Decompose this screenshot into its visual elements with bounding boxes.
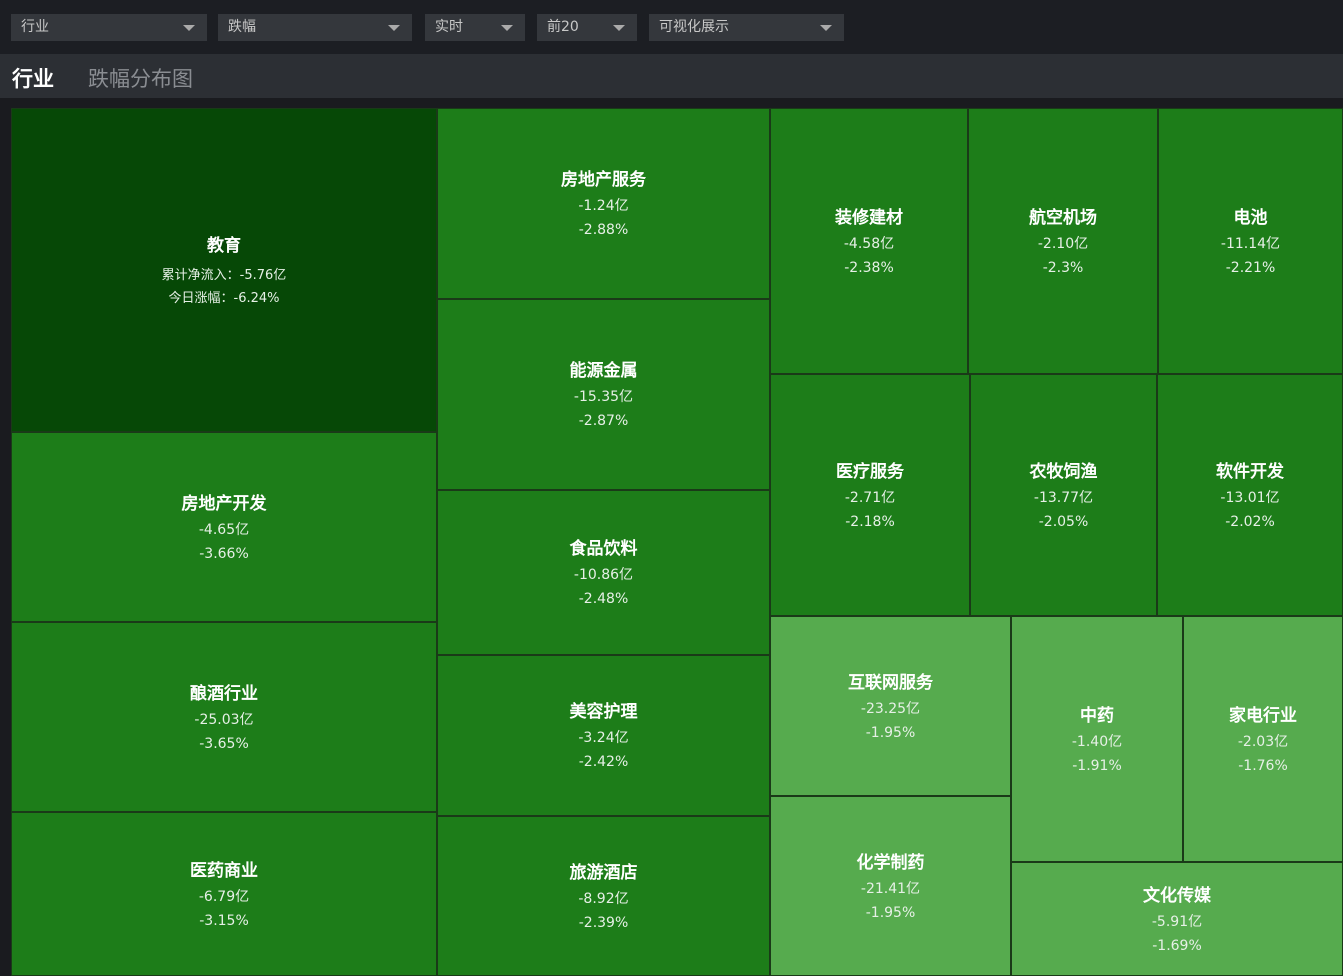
tile-name: 酿酒行业 <box>190 683 258 704</box>
tile-flow: -6.79亿 <box>198 888 250 905</box>
tile-flow: -4.65亿 <box>198 521 250 538</box>
dropdown[interactable]: 前20 <box>537 14 637 41</box>
tile-name: 家电行业 <box>1229 705 1297 726</box>
tile-change: -2.18% <box>845 513 895 530</box>
tile-flow: -8.92亿 <box>578 890 629 907</box>
tile-flow: -21.41亿 <box>860 880 921 897</box>
tile-flow: -1.24亿 <box>578 198 629 214</box>
tile-name: 美容护理 <box>569 702 638 722</box>
treemap-tile[interactable]: 医疗服务 -2.71亿 -2.18% <box>770 374 970 616</box>
treemap-tile[interactable]: 化学制药 -21.41亿 -1.95% <box>770 796 1011 976</box>
dropdown[interactable]: 实时 <box>425 14 525 41</box>
tile-name: 房地产服务 <box>561 170 646 190</box>
tile-name: 软件开发 <box>1216 461 1284 482</box>
tile-name: 化学制药 <box>856 852 925 873</box>
tile-change: -2.42% <box>578 754 629 770</box>
tile-change: -3.65% <box>199 735 249 752</box>
tile-change: -2.39% <box>578 914 629 931</box>
treemap-tile[interactable]: 电池 -11.14亿 -2.21% <box>1158 108 1343 374</box>
tile-name: 食品饮料 <box>569 539 638 559</box>
tile-change: -1.76% <box>1238 757 1288 774</box>
tile-change: -1.95% <box>865 904 916 921</box>
dropdown[interactable]: 行业 <box>11 14 207 41</box>
treemap-tile[interactable]: 能源金属 -15.35亿 -2.87% <box>437 299 770 490</box>
tile-name: 旅游酒店 <box>569 862 638 883</box>
treemap: 教育累计净流入：-5.76亿 今日涨幅：-6.24% 房地产开发 -4.65亿 -3.6… <box>0 98 1343 976</box>
tile-flow: 累计净流入：-5.76亿 <box>161 267 287 283</box>
treemap-tile[interactable]: 酿酒行业 -25.03亿 -3.65% <box>11 622 437 812</box>
tile-name: 互联网服务 <box>848 672 933 693</box>
tile-change: -2.87% <box>578 413 629 429</box>
treemap-tile[interactable]: 文化传媒 -5.91亿 -1.69% <box>1011 862 1343 976</box>
tile-flow: -3.24亿 <box>578 730 629 746</box>
treemap-tile[interactable]: 航空机场 -2.10亿 -2.3% <box>968 108 1158 374</box>
tile-name: 教育 <box>207 235 241 256</box>
treemap-tile[interactable]: 房地产服务 -1.24亿 -2.88% <box>437 108 770 299</box>
treemap-tile[interactable]: 装修建材 -4.58亿 -2.38% <box>770 108 968 374</box>
tile-name: 航空机场 <box>1029 207 1097 228</box>
tile-flow: -13.01亿 <box>1220 489 1280 506</box>
tile-change: -2.48% <box>578 591 629 607</box>
treemap-tile[interactable]: 美容护理 -3.24亿 -2.42% <box>437 655 770 816</box>
dropdown[interactable]: 跌幅 <box>218 14 412 41</box>
tile-flow: -13.77亿 <box>1033 489 1094 506</box>
tile-change: -2.05% <box>1038 513 1089 530</box>
treemap-tile[interactable]: 医药商业 -6.79亿 -3.15% <box>11 812 437 976</box>
tab-bar: 行业 跌幅分布图 <box>0 54 1343 98</box>
tile-name: 文化传媒 <box>1143 885 1211 906</box>
dropdown[interactable]: 可视化展示 <box>649 14 844 41</box>
tile-change: -2.38% <box>844 259 894 276</box>
tile-change: -2.21% <box>1225 259 1276 276</box>
tile-name: 中药 <box>1080 705 1114 726</box>
tile-change: -3.66% <box>199 545 249 562</box>
tile-flow: -11.14亿 <box>1220 235 1281 252</box>
tile-change: -2.3% <box>1042 259 1084 276</box>
toolbar: 行业 跌幅 实时 前20 可视化展示 <box>0 0 1343 54</box>
treemap-tile[interactable]: 软件开发 -13.01亿 -2.02% <box>1157 374 1343 616</box>
treemap-tile[interactable]: 旅游酒店 -8.92亿 -2.39% <box>437 816 770 976</box>
tile-flow: -10.86亿 <box>573 567 634 583</box>
tile-flow: -15.35亿 <box>573 389 634 405</box>
tile-flow: -2.10亿 <box>1037 235 1089 252</box>
tile-name: 医疗服务 <box>836 461 904 482</box>
tile-flow: -5.91亿 <box>1151 913 1203 930</box>
tile-name: 电池 <box>1233 207 1268 228</box>
treemap-tile[interactable]: 房地产开发 -4.65亿 -3.66% <box>11 432 437 622</box>
treemap-tile[interactable]: 家电行业 -2.03亿 -1.76% <box>1183 616 1343 862</box>
tile-change: -2.02% <box>1225 513 1275 530</box>
tile-name: 农牧饲渔 <box>1029 461 1098 482</box>
tile-name: 房地产开发 <box>181 493 267 514</box>
tile-change: 今日涨幅：-6.24% <box>168 290 280 306</box>
tile-flow: -2.03亿 <box>1237 733 1289 750</box>
treemap-tile[interactable]: 农牧饲渔 -13.77亿 -2.05% <box>970 374 1157 616</box>
tile-name: 医药商业 <box>190 860 258 881</box>
tab[interactable]: 跌幅分布图 <box>88 67 193 91</box>
treemap-tile[interactable]: 中药 -1.40亿 -1.91% <box>1011 616 1183 862</box>
treemap-tile[interactable]: 教育累计净流入：-5.76亿 今日涨幅：-6.24% <box>11 108 437 432</box>
treemap-tile[interactable]: 食品饮料 -10.86亿 -2.48% <box>437 490 770 655</box>
tab[interactable]: 行业 <box>12 67 54 91</box>
tile-flow: -4.58亿 <box>843 235 895 252</box>
treemap-tile[interactable]: 互联网服务 -23.25亿 -1.95% <box>770 616 1011 796</box>
tile-change: -2.88% <box>578 222 629 238</box>
tile-flow: -2.71亿 <box>844 489 896 506</box>
tile-flow: -25.03亿 <box>194 711 254 728</box>
tile-change: -1.95% <box>865 724 916 741</box>
tile-flow: -1.40亿 <box>1071 733 1123 750</box>
tile-name: 装修建材 <box>835 207 903 228</box>
tile-change: -1.69% <box>1152 937 1202 954</box>
tile-name: 能源金属 <box>569 361 638 381</box>
tile-flow: -23.25亿 <box>860 700 921 717</box>
tile-change: -1.91% <box>1072 757 1122 774</box>
tile-change: -3.15% <box>199 912 249 929</box>
